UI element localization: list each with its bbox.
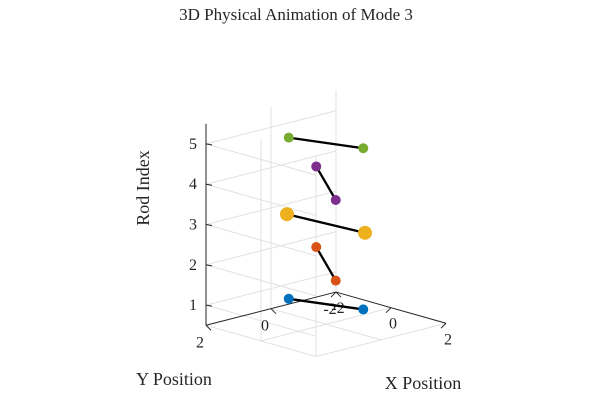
rod-1-mass [283, 293, 294, 304]
rod-5-mass [283, 132, 294, 143]
y-tick [270, 308, 277, 315]
x-axis-line [335, 291, 447, 324]
z-tick-label: 2 [189, 257, 197, 274]
y-tick-label: 2 [196, 334, 204, 351]
grid-line [205, 324, 317, 357]
rod-5-mass [358, 143, 369, 154]
x-axis-label: X Position [385, 373, 462, 393]
rod-3-mass [358, 225, 372, 240]
z-tick-label: 5 [189, 136, 197, 153]
rod-3-mass [280, 207, 294, 222]
y-axis-label: Y Position [136, 369, 212, 389]
rod-2-mass [311, 242, 322, 253]
x-tick-label: 0 [389, 316, 397, 333]
rod-1-mass [358, 304, 369, 315]
chart-title: 3D Physical Animation of Mode 3 [179, 5, 413, 24]
x-tick-label: 2 [444, 331, 452, 348]
y-tick [335, 291, 342, 298]
z-tick-label: 4 [189, 176, 197, 193]
grid-line [270, 308, 382, 341]
rod-4-mass [311, 161, 322, 172]
rod-4-mass [330, 195, 341, 205]
rod-3 [285, 213, 367, 234]
rod-5 [287, 136, 365, 150]
y-tick [205, 324, 212, 331]
rod-2 [315, 245, 337, 282]
z-tick-label: 3 [189, 217, 197, 234]
plot-area [280, 132, 372, 315]
x-tick [385, 307, 392, 314]
z-tick-label: 1 [189, 297, 197, 314]
z-tick [205, 304, 213, 307]
x-tick [330, 291, 337, 298]
z-tick [205, 183, 213, 186]
rod-4 [315, 165, 337, 202]
y-tick-label: 0 [261, 318, 269, 335]
z-axis-label: Rod Index [133, 150, 153, 226]
y-axis-line [205, 291, 337, 326]
x-tick [440, 322, 447, 329]
rod-1 [287, 297, 365, 311]
z-tick [205, 224, 213, 227]
z-tick [205, 264, 213, 267]
z-tick [205, 143, 213, 146]
rod-2-mass [330, 275, 341, 286]
